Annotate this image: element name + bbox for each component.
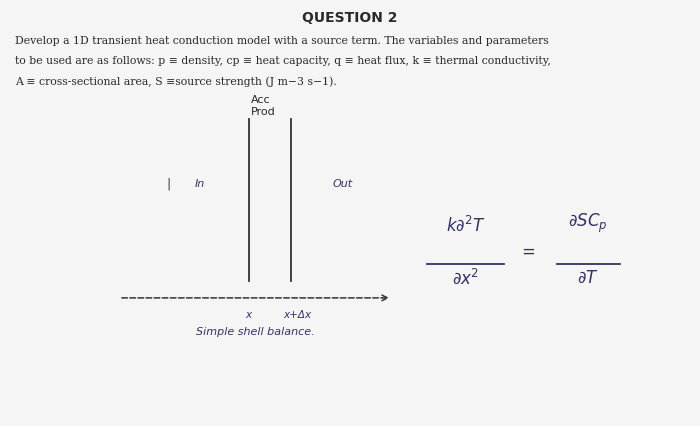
Text: Prod: Prod [251,107,275,117]
Text: x+Δx: x+Δx [284,309,312,319]
Text: Develop a 1D transient heat conduction model with a source term. The variables a: Develop a 1D transient heat conduction m… [15,36,549,46]
Text: k$\partial^2$T: k$\partial^2$T [446,215,485,234]
Text: Out: Out [333,178,353,188]
Text: $\partial$x$^2$: $\partial$x$^2$ [452,268,479,288]
Text: In: In [195,178,204,188]
Text: |: | [166,177,170,190]
Text: to be used are as follows: p ≡ density, cp ≡ heat capacity, q ≡ heat flux, k ≡ t: to be used are as follows: p ≡ density, … [15,56,552,66]
Text: =: = [522,242,536,260]
Text: Acc: Acc [251,95,270,104]
Text: QUESTION 2: QUESTION 2 [302,11,398,25]
Text: A ≡ cross-sectional area, S ≡source strength (J m−3 s−1).: A ≡ cross-sectional area, S ≡source stre… [15,77,337,87]
Text: x: x [246,309,251,319]
Text: Simple shell balance.: Simple shell balance. [196,326,315,336]
Text: $\partial$SC$_p$: $\partial$SC$_p$ [568,211,608,234]
Text: $\partial$T: $\partial$T [577,268,599,286]
